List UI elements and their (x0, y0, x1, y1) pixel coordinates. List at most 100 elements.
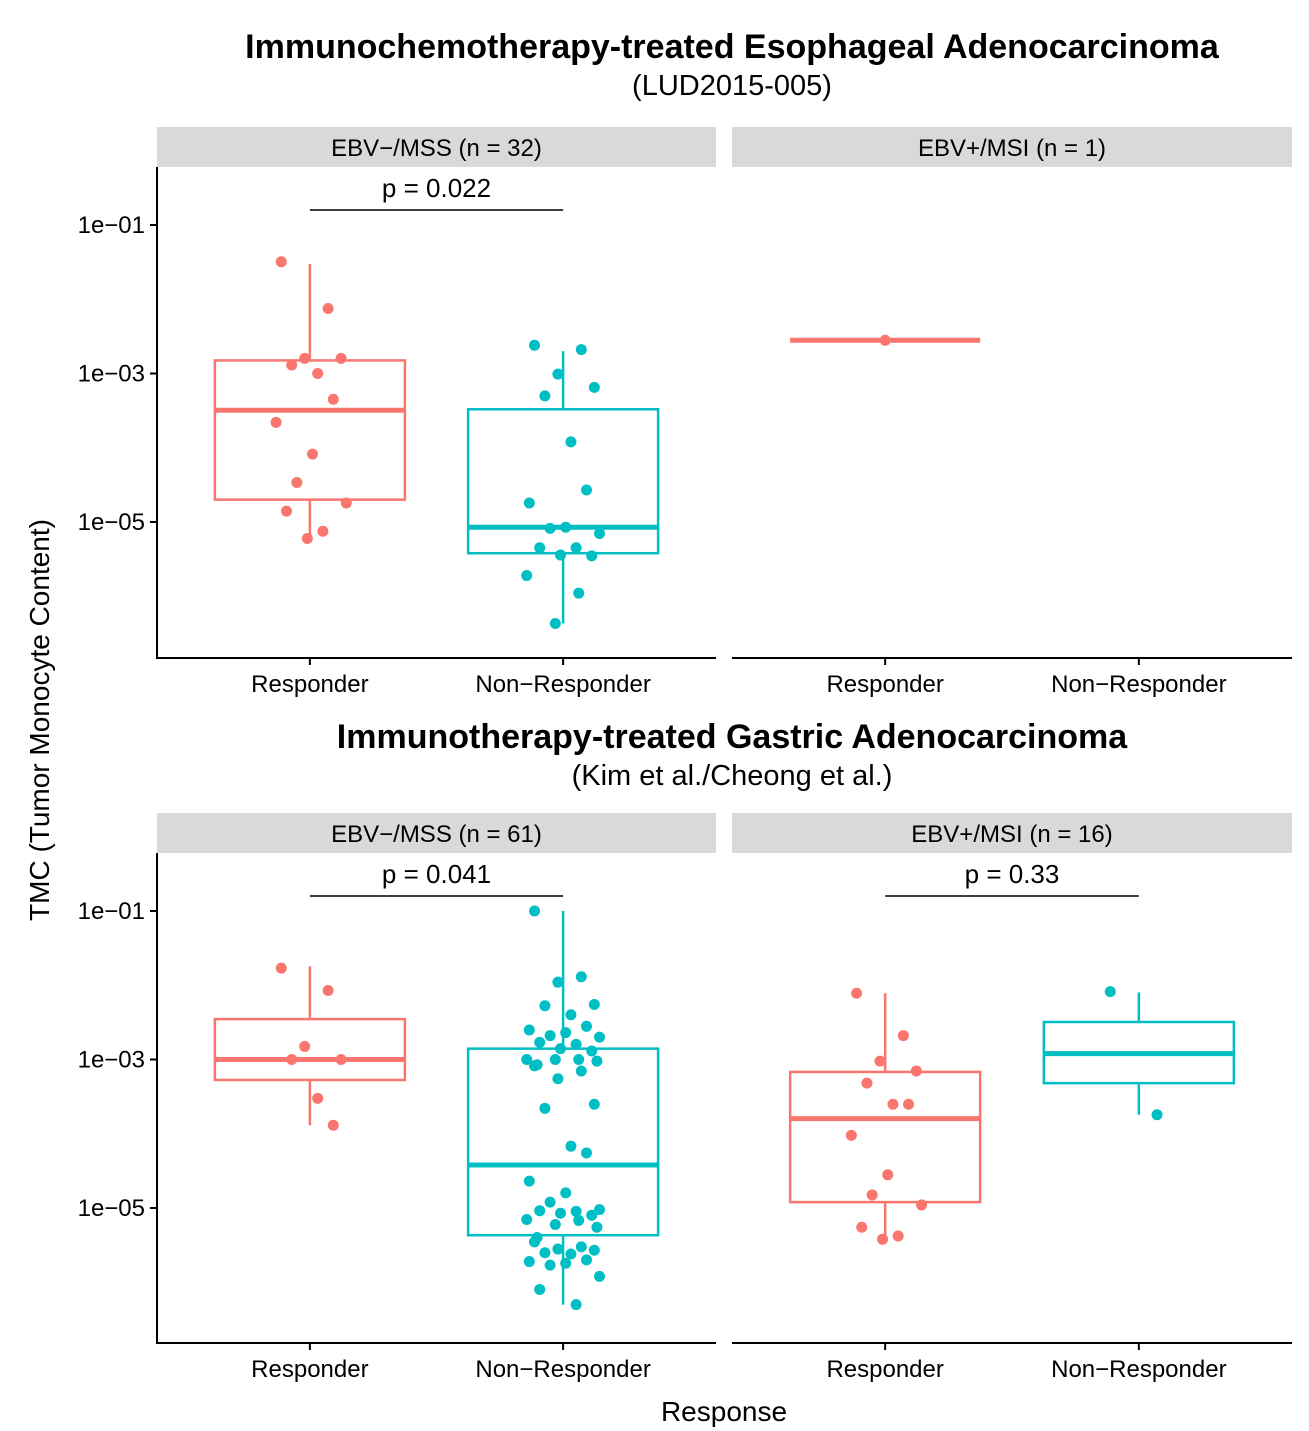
p-value-label: p = 0.041 (382, 859, 491, 889)
data-point (552, 368, 564, 380)
top-chart-subtitle: (LUD2015-005) (632, 70, 832, 102)
x-tick-label: Non−Responder (1051, 671, 1226, 698)
data-point (594, 1031, 606, 1043)
data-point (591, 1055, 603, 1067)
data-point (588, 1098, 600, 1110)
data-point (581, 484, 593, 496)
data-point (856, 1221, 868, 1233)
top-chart-title: Immunochemotherapy-treated Esophageal Ad… (245, 28, 1219, 66)
x-tick-label: Non−Responder (475, 671, 650, 698)
data-point (575, 1241, 587, 1253)
x-tick-label: Responder (826, 1356, 943, 1383)
data-point (573, 1214, 585, 1226)
data-point (874, 1055, 886, 1067)
data-point (581, 1147, 593, 1159)
data-point (586, 1045, 598, 1057)
data-point (588, 1244, 600, 1256)
bottom-chart-subtitle: (Kim et al./Cheong et al.) (571, 760, 893, 792)
data-point (521, 570, 533, 582)
data-point (573, 1054, 585, 1065)
x-tick-label: Responder (251, 1356, 368, 1383)
data-point (565, 1009, 577, 1021)
data-point (327, 1119, 339, 1131)
data-point (291, 477, 303, 489)
data-point (327, 393, 339, 405)
data-point (555, 1043, 567, 1055)
data-point (560, 1027, 572, 1039)
data-point (529, 339, 541, 351)
y-tick-label: 1e−01 (78, 212, 145, 239)
data-point (594, 528, 606, 540)
x-axis-label: Response (660, 1396, 788, 1427)
data-point (549, 1054, 561, 1065)
data-point (544, 1196, 556, 1208)
facet-strip (157, 813, 716, 853)
facet-strip-label: EBV−/MSS (n = 61) (331, 821, 542, 848)
data-point (916, 1199, 928, 1211)
data-point (565, 1140, 577, 1152)
data-point (521, 1054, 533, 1065)
data-point (552, 976, 564, 988)
y-tick-label: 1e−05 (78, 509, 145, 536)
data-point (570, 542, 582, 554)
box-iqr (466, 1047, 660, 1237)
facet-strip-label: EBV−/MSS (n = 32) (331, 135, 542, 162)
x-tick-label: Non−Responder (1051, 1356, 1226, 1383)
y-tick-label: 1e−01 (78, 898, 145, 925)
data-point (539, 1000, 551, 1012)
data-point (523, 1175, 535, 1187)
data-point (581, 1020, 593, 1032)
x-tick-label: Responder (826, 671, 943, 698)
x-tick-label: Non−Responder (475, 1356, 650, 1383)
data-point (523, 497, 535, 509)
data-point (560, 521, 572, 533)
data-point (573, 587, 585, 599)
data-point (534, 542, 546, 554)
data-point (575, 1065, 587, 1077)
data-point (879, 334, 891, 346)
data-point (575, 971, 587, 983)
data-point (555, 549, 567, 561)
data-point (549, 1218, 561, 1230)
facet-strip-label: EBV+/MSI (n = 16) (911, 821, 1112, 848)
data-point (280, 505, 292, 517)
box-iqr (213, 359, 407, 501)
y-tick-label: 1e−03 (78, 361, 145, 388)
data-point (529, 905, 541, 917)
data-point (565, 1248, 577, 1260)
facet-strip (732, 813, 1292, 853)
data-point (594, 1204, 606, 1216)
data-point (286, 1054, 298, 1065)
data-point (306, 448, 318, 460)
facet-strip-label: EBV+/MSI (n = 1) (918, 135, 1106, 162)
p-value-label: p = 0.022 (382, 173, 491, 203)
data-point (340, 497, 352, 509)
data-point (523, 1256, 535, 1268)
data-point (570, 1205, 582, 1217)
data-point (529, 1060, 541, 1072)
data-point (521, 1214, 533, 1226)
data-point (594, 1270, 606, 1282)
p-value-label: p = 0.33 (965, 859, 1060, 889)
data-point (301, 532, 313, 544)
data-point (892, 1230, 904, 1242)
data-point (544, 1259, 556, 1271)
data-point (861, 1077, 873, 1089)
data-point (544, 522, 556, 534)
data-point (570, 1038, 582, 1050)
data-point (575, 344, 587, 356)
data-point (586, 550, 598, 562)
bottom-chart-title: Immunotherapy-treated Gastric Adenocarci… (336, 718, 1128, 756)
data-point (897, 1030, 909, 1042)
data-point (560, 1187, 572, 1199)
data-point (565, 436, 577, 448)
y-tick-label: 1e−03 (78, 1047, 145, 1074)
box-iqr (788, 1070, 982, 1204)
data-point (560, 1257, 572, 1269)
data-point (887, 1098, 899, 1110)
data-point (539, 390, 551, 402)
data-point (270, 416, 282, 428)
data-point (845, 1129, 857, 1141)
facet-strip (732, 127, 1292, 167)
